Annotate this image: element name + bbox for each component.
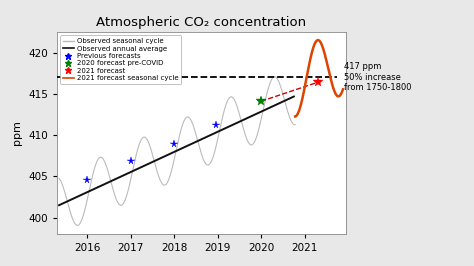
Title: Atmospheric CO₂ concentration: Atmospheric CO₂ concentration (96, 16, 307, 29)
Y-axis label: ppm: ppm (12, 120, 22, 146)
Text: 417 ppm
50% increase
from 1750-1800: 417 ppm 50% increase from 1750-1800 (344, 63, 412, 92)
Legend: Observed seasonal cycle, Observed annual average, Previous forecasts, 2020 forec: Observed seasonal cycle, Observed annual… (60, 35, 182, 84)
